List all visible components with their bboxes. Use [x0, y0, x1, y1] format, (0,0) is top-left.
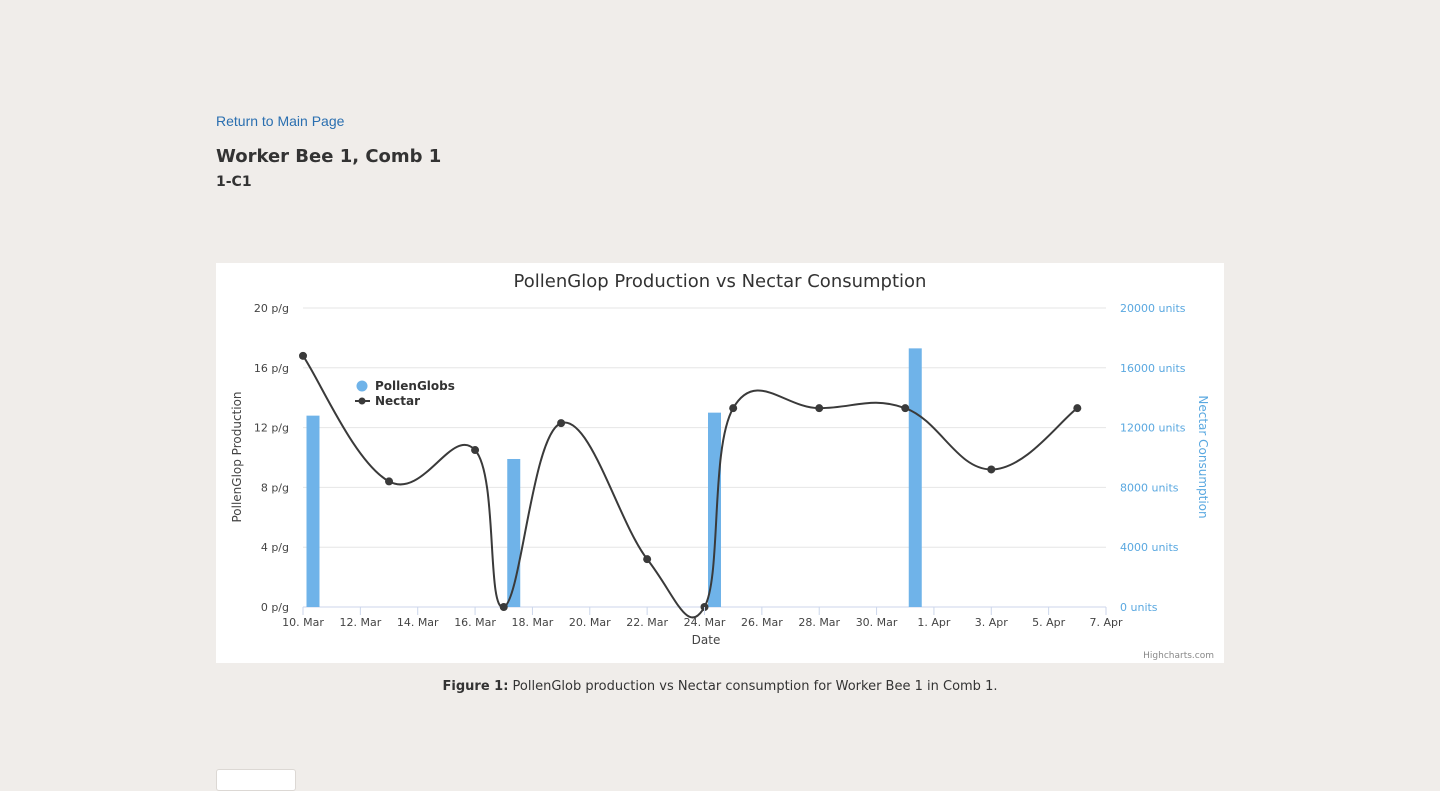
nectar-point[interactable]: [643, 555, 652, 564]
x-tick-label: 28. Mar: [798, 616, 840, 629]
highcharts-credit[interactable]: Highcharts.com: [1143, 651, 1214, 661]
nectar-point[interactable]: [815, 404, 824, 413]
y-tick-label: 4 p/g: [261, 541, 289, 554]
chart-svg: PollenGlop Production vs Nectar Consumpt…: [230, 271, 1214, 661]
bar-series: [306, 348, 922, 607]
y2-tick-label: 16000 units: [1120, 362, 1186, 375]
legend-bar-marker[interactable]: [356, 380, 368, 392]
x-tick-label: 5. Apr: [1032, 616, 1065, 629]
x-tick-label: 12. Mar: [339, 616, 381, 629]
x-tick-label: 7. Apr: [1089, 616, 1122, 629]
bar[interactable]: [306, 415, 320, 607]
x-tick-label: 14. Mar: [397, 616, 439, 629]
page-subtitle: 1-C1: [216, 174, 252, 190]
y2-axis-title: Nectar Consumption: [1196, 395, 1210, 518]
y-tick-label: 12 p/g: [254, 422, 289, 435]
y2-tick-label: 4000 units: [1120, 541, 1179, 554]
legend-line-dot[interactable]: [358, 397, 366, 405]
x-axis-title: Date: [692, 633, 721, 647]
nectar-point[interactable]: [901, 404, 910, 413]
x-tick-label: 3. Apr: [975, 616, 1008, 629]
y-axis-title: PollenGlop Production: [230, 391, 244, 522]
x-tick-label: 18. Mar: [512, 616, 554, 629]
bottom-panel: [216, 769, 296, 791]
bar[interactable]: [908, 348, 922, 607]
y2-tick-label: 0 units: [1120, 601, 1158, 614]
y2-tick-label: 20000 units: [1120, 302, 1186, 315]
nectar-point[interactable]: [385, 477, 394, 486]
x-tick-label: 26. Mar: [741, 616, 783, 629]
legend: PollenGlobs Nectar: [355, 379, 455, 408]
chart-container: PollenGlop Production vs Nectar Consumpt…: [216, 263, 1224, 663]
y-tick-label: 8 p/g: [261, 481, 289, 494]
grid-lines: [303, 307, 1106, 608]
nectar-point[interactable]: [499, 603, 508, 611]
return-to-main-link[interactable]: Return to Main Page: [216, 113, 345, 129]
line-series: [299, 351, 1082, 619]
legend-item-pollenglobs[interactable]: PollenGlobs: [375, 379, 455, 393]
nectar-point[interactable]: [471, 446, 480, 455]
nectar-point[interactable]: [557, 419, 566, 428]
nectar-point[interactable]: [1073, 404, 1082, 413]
chart-title: PollenGlop Production vs Nectar Consumpt…: [514, 271, 927, 292]
x-tick-label: 22. Mar: [626, 616, 668, 629]
y2-tick-label: 8000 units: [1120, 481, 1179, 494]
figure-caption: Figure 1: PollenGlob production vs Necta…: [216, 679, 1224, 694]
x-tick-label: 24. Mar: [684, 616, 726, 629]
nectar-point[interactable]: [299, 351, 307, 360]
x-tick-label: 16. Mar: [454, 616, 496, 629]
bar[interactable]: [708, 412, 721, 607]
caption-label: Figure 1:: [442, 679, 509, 694]
axes: 0 p/g 0 units 4 p/g 4000 units 8 p/g 8000 uni…: [254, 302, 1186, 629]
y-tick-label: 20 p/g: [254, 302, 289, 315]
y-tick-label: 16 p/g: [254, 362, 289, 375]
y2-tick-label: 12000 units: [1120, 422, 1186, 435]
legend-item-nectar[interactable]: Nectar: [375, 394, 420, 408]
caption-text: PollenGlob production vs Nectar consumpt…: [508, 679, 998, 694]
x-tick-label: 10. Mar: [282, 616, 324, 629]
x-tick-label: 20. Mar: [569, 616, 611, 629]
y-tick-label: 0 p/g: [261, 601, 289, 614]
x-tick-label: 30. Mar: [856, 616, 898, 629]
x-tick-label: 1. Apr: [917, 616, 950, 629]
page-title: Worker Bee 1, Comb 1: [216, 146, 442, 167]
nectar-point[interactable]: [729, 404, 738, 413]
nectar-point[interactable]: [987, 465, 996, 474]
